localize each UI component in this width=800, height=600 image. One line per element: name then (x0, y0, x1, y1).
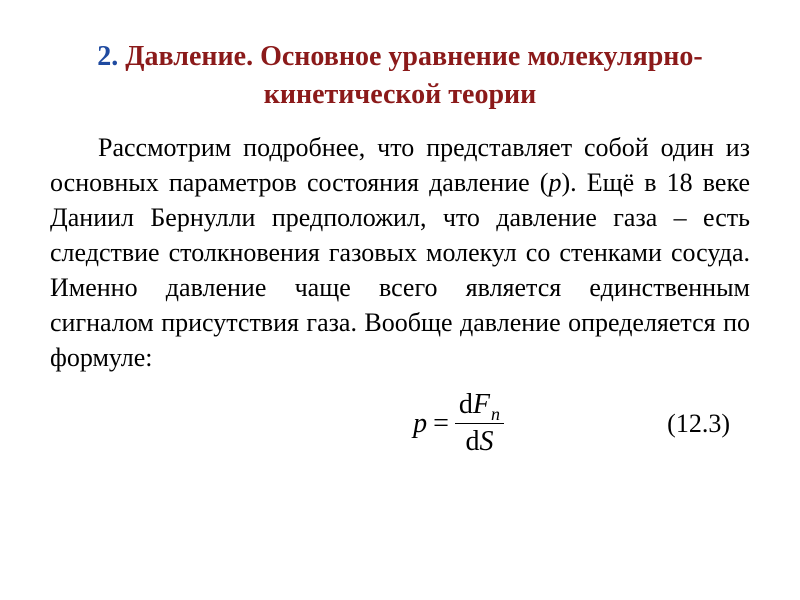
denominator-var: S (479, 426, 493, 458)
formula-row: p = dFn dS (12.3) (50, 389, 750, 458)
section-title: 2. Давление. Основное уравнение молекуля… (50, 38, 750, 114)
body-paragraph: Рассмотрим подробнее, что представляет с… (50, 130, 750, 376)
formula-fraction: dFn dS (455, 389, 504, 458)
formula-equals: = (433, 408, 449, 440)
title-text: Давление. Основное уравнение молекулярно… (125, 41, 703, 110)
body-suffix: ). Ещё в 18 веке Даниил Бернулли предпол… (50, 168, 750, 372)
fraction-numerator: dFn (455, 389, 504, 424)
formula-lhs: p (413, 408, 427, 440)
fraction-denominator: dS (461, 424, 497, 458)
formula: p = dFn dS (413, 389, 504, 458)
numerator-sub: n (491, 404, 500, 425)
equation-number: (12.3) (667, 409, 730, 439)
pressure-variable: p (548, 168, 561, 197)
numerator-var: F (473, 389, 490, 421)
denominator-d: d (465, 426, 479, 458)
title-number: 2. (97, 41, 118, 72)
numerator-d: d (459, 389, 473, 421)
